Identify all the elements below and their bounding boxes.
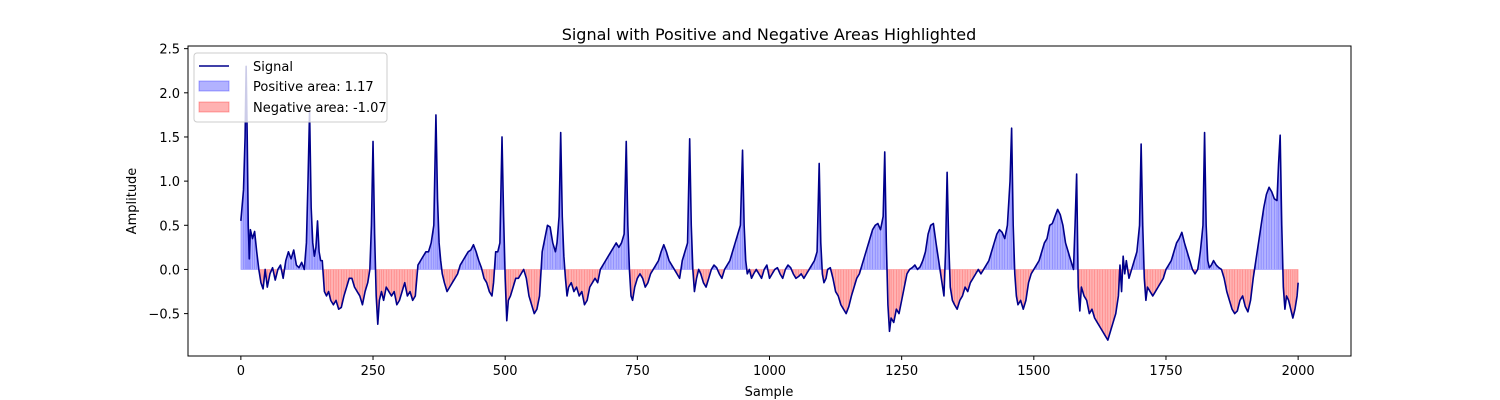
x-tick-label: 2000 — [1282, 364, 1315, 379]
legend-positive-label: Positive area: 1.17 — [253, 80, 374, 95]
x-tick-label: 1250 — [885, 364, 918, 379]
x-axis-label: Sample — [745, 385, 794, 400]
x-tick-label: 1000 — [753, 364, 786, 379]
legend-signal-label: Signal — [253, 60, 293, 75]
x-tick-label: 750 — [625, 364, 650, 379]
y-axis: −0.5 0.0 0.5 1.0 1.5 2.0 2.5 — [148, 43, 188, 323]
positive-area — [240, 66, 1284, 270]
negative-area — [258, 269, 1299, 342]
legend-box — [193, 52, 388, 123]
signal-layer — [240, 65, 1299, 341]
y-tick-label: 0.0 — [159, 263, 180, 278]
y-tick-label: 1.5 — [159, 131, 180, 146]
y-tick-label: 2.0 — [159, 87, 180, 102]
y-tick-label: 0.5 — [159, 219, 180, 234]
legend-negative-label: Negative area: -1.07 — [253, 101, 387, 116]
y-tick-label: 2.5 — [159, 43, 180, 58]
x-tick-label: 0 — [237, 364, 245, 379]
y-tick-label: 1.0 — [159, 175, 180, 190]
legend-negative-patch — [198, 101, 230, 113]
legend: Signal Positive area: 1.17 Negative area… — [193, 52, 388, 123]
legend-positive-patch — [198, 80, 230, 92]
x-tick-label: 1500 — [1017, 364, 1050, 379]
signal-line — [240, 65, 1299, 341]
x-tick-label: 1750 — [1149, 364, 1182, 379]
y-axis-label: Amplitude — [125, 168, 140, 235]
x-tick-label: 250 — [361, 364, 386, 379]
x-tick-label: 500 — [493, 364, 518, 379]
x-axis: 0 250 500 750 1000 1250 1500 1750 2000 — [237, 356, 1315, 379]
chart-title: Signal with Positive and Negative Areas … — [562, 25, 977, 44]
y-tick-label: −0.5 — [148, 308, 180, 323]
